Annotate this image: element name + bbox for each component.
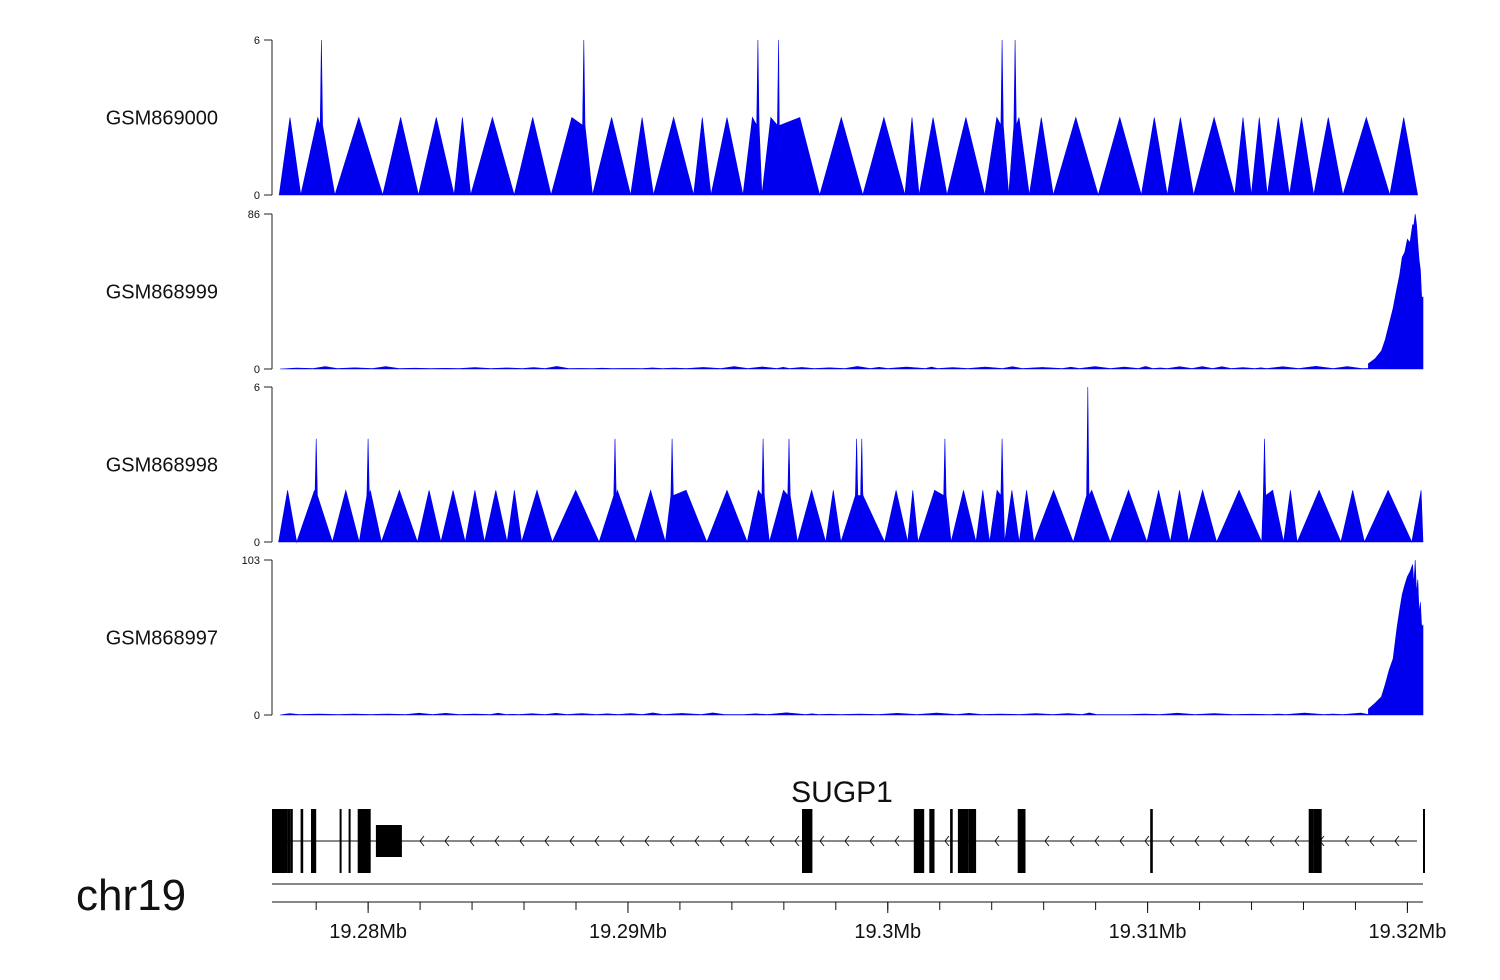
strand-arrow [619, 835, 625, 847]
strand-arrow [944, 835, 950, 847]
strand-arrow [644, 835, 650, 847]
exon [968, 809, 977, 873]
strand-arrow [1244, 835, 1250, 847]
exon [957, 809, 969, 873]
strand-arrow [719, 835, 725, 847]
strand-arrow [819, 835, 825, 847]
exon [950, 809, 953, 873]
coverage-area [279, 559, 1424, 716]
track-label: GSM868998 [106, 455, 218, 477]
axis-tick-label: 19.29Mb [589, 921, 667, 943]
axis-tick-label: 19.28Mb [329, 921, 407, 943]
track-gsm868997: GSM868997 103 0 [106, 555, 1424, 722]
exon [287, 809, 291, 873]
coverage-area [278, 39, 1418, 197]
exon [929, 809, 935, 873]
track-gsm868999: GSM868999 86 0 [106, 209, 1424, 376]
strand-arrow [1144, 835, 1150, 847]
strand-arrow [1219, 835, 1225, 847]
axis-tick-label: 19.31Mb [1109, 921, 1187, 943]
track-ymax-label: 6 [254, 35, 260, 47]
strand-arrow [469, 835, 475, 847]
strand-arrow [869, 835, 875, 847]
track-label: GSM869000 [106, 108, 218, 130]
strand-arrow [444, 835, 450, 847]
exon [375, 825, 402, 857]
exon [311, 809, 317, 873]
strand-arrow [1169, 835, 1175, 847]
strand-arrow [794, 835, 800, 847]
strand-arrow [519, 835, 525, 847]
track-ymax-label: 6 [254, 382, 260, 394]
exon [1313, 809, 1322, 873]
gene-track: SUGP1 [272, 776, 1425, 873]
gene-name-label: SUGP1 [791, 776, 893, 809]
exon [290, 809, 293, 873]
strand-arrow [844, 835, 850, 847]
strand-arrow [994, 835, 1000, 847]
track-gsm869000: GSM869000 6 0 [106, 35, 1418, 202]
exon [300, 809, 304, 873]
track-label: GSM868997 [106, 628, 218, 650]
strand-arrow [694, 835, 700, 847]
track-ymin-label: 0 [254, 537, 260, 549]
track-ymax-label: 86 [248, 209, 260, 221]
strand-arrow [894, 835, 900, 847]
track-label: GSM868999 [106, 282, 218, 304]
strand-arrow [544, 835, 550, 847]
track-ymin-label: 0 [254, 190, 260, 202]
genome-axis: chr19 19.28Mb 19.29Mb 19.3Mb 19.31Mb 19.32Mb [76, 871, 1446, 943]
axis-tick-label: 19.32Mb [1368, 921, 1446, 943]
exon [1150, 809, 1153, 873]
track-ymin-label: 0 [254, 710, 260, 722]
track-ymin-label: 0 [254, 364, 260, 376]
strand-arrow [1394, 835, 1400, 847]
coverage-area [279, 213, 1424, 370]
exon [272, 809, 288, 873]
coverage-area [278, 386, 1424, 544]
strand-arrow [1119, 835, 1125, 847]
exon [357, 809, 371, 873]
track-ymax-label: 103 [242, 555, 260, 567]
strand-arrow [419, 835, 425, 847]
exon [1308, 809, 1314, 873]
strand-arrow [1369, 835, 1375, 847]
exon [339, 809, 342, 873]
strand-arrow [594, 835, 600, 847]
coverage-tracks: GSM86900060GSM868999860GSM86899860GSM868… [106, 35, 1424, 722]
chromosome-label: chr19 [76, 871, 186, 920]
axis-tick-label: 19.3Mb [854, 921, 921, 943]
strand-arrow [569, 835, 575, 847]
strand-arrow [494, 835, 500, 847]
strand-arrow [1269, 835, 1275, 847]
strand-arrow [1044, 835, 1050, 847]
exon [913, 809, 925, 873]
strand-arrow [1344, 835, 1350, 847]
strand-arrow [744, 835, 750, 847]
strand-arrow [669, 835, 675, 847]
strand-arrow [1194, 835, 1200, 847]
strand-arrow [769, 835, 775, 847]
exon [802, 809, 813, 873]
coordinate-axis: 19.28Mb 19.29Mb 19.3Mb 19.31Mb 19.32Mb [272, 883, 1446, 943]
gene-model[interactable] [272, 809, 1425, 873]
strand-arrow [1094, 835, 1100, 847]
exon [1423, 809, 1425, 873]
exon [1017, 809, 1026, 873]
track-gsm868998: GSM868998 6 0 [106, 382, 1424, 549]
exon [348, 809, 351, 873]
strand-arrow [1294, 835, 1300, 847]
strand-arrow [1069, 835, 1075, 847]
